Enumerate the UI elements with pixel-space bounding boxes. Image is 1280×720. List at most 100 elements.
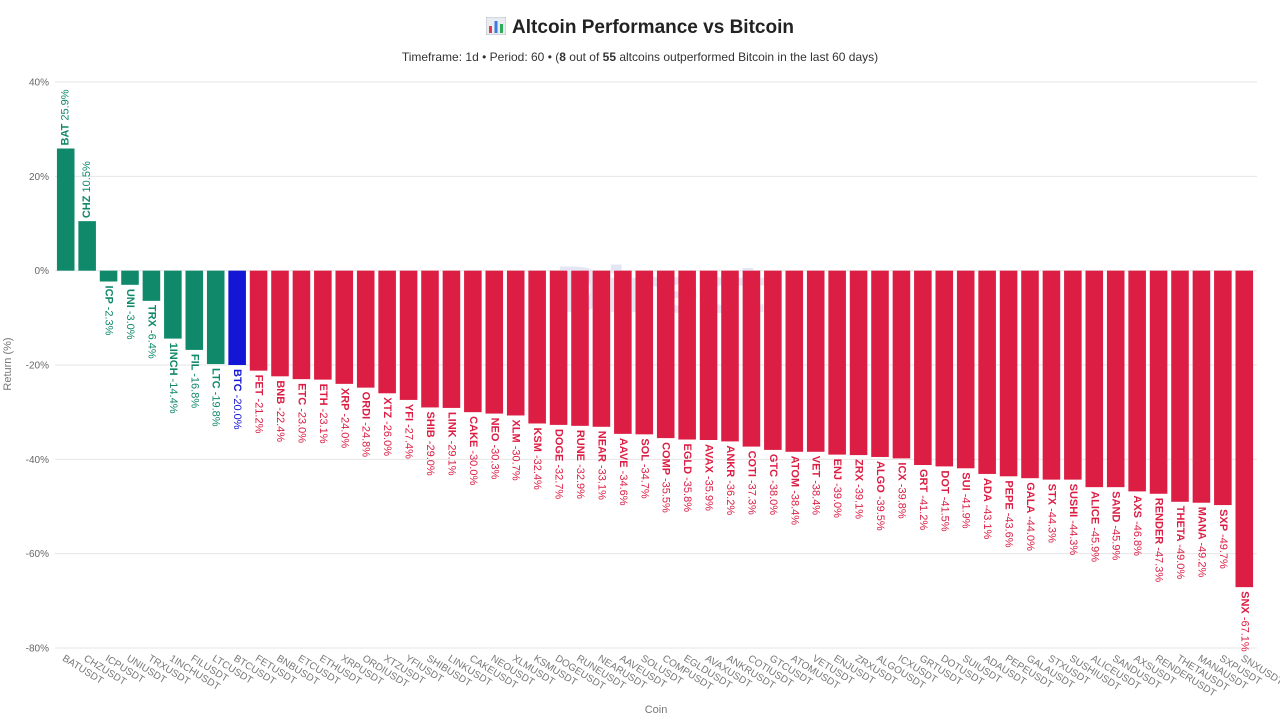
bar-fil	[185, 270, 204, 350]
y-tick-label: 0%	[35, 266, 50, 277]
bar-value-label: FIL -16.8%	[188, 354, 200, 408]
bar-sui	[956, 270, 975, 469]
bar-enj	[828, 270, 846, 455]
bar-value-label: NEAR -33.1%	[595, 431, 607, 500]
y-tick-label: 20%	[29, 172, 49, 183]
bar-aave	[614, 270, 632, 434]
bar-value-label: ENJ -39.0%	[831, 459, 843, 519]
bar-sxp	[1214, 270, 1232, 506]
bar-gala	[1021, 270, 1039, 479]
subtitle-separator-1: •	[482, 50, 487, 64]
subtitle-out-of: out of	[569, 50, 600, 64]
bar-value-label: SAND -45.9%	[1110, 491, 1122, 560]
chart-subtitle: Timeframe: 1d • Period: 60 • (8 out of 5…	[401, 50, 879, 64]
bar-icx	[892, 270, 911, 459]
bar-axs	[1128, 270, 1146, 492]
bar-neo	[485, 270, 504, 414]
subtitle-outperform-count: 8	[559, 50, 566, 64]
bar-value-label: SXP -49.7%	[1217, 509, 1229, 569]
bar-value-label: ICX -39.8%	[895, 462, 907, 518]
bar-value-label: BTC -20.0%	[231, 369, 243, 430]
bar-dot	[935, 270, 954, 467]
bar-value-label: STX -44.3%	[1045, 484, 1057, 544]
bar-value-label: XTZ -26.0%	[381, 397, 393, 456]
bar-sol	[635, 270, 654, 435]
bar-value-label: ADA -43.1%	[981, 478, 993, 540]
bar-value-label: ANKR -36.2%	[724, 445, 736, 515]
bar-ada	[978, 270, 996, 474]
subtitle-tail: altcoins outperformed Bitcoin in the las…	[619, 50, 875, 64]
bar-ltc	[206, 270, 225, 365]
bar-value-label: ALGO -39.5%	[874, 461, 886, 531]
y-tick-label: 40%	[29, 78, 49, 89]
bar-cake	[464, 270, 482, 413]
bar-algo	[871, 270, 889, 457]
bar-1inch	[164, 270, 182, 339]
bar-eth	[314, 270, 332, 380]
bar-sand	[1106, 270, 1125, 488]
bar-coti	[742, 270, 761, 447]
bar-value-label: MANA -49.2%	[1195, 507, 1207, 578]
subtitle-total-count: 55	[602, 50, 616, 64]
bar-icp	[99, 270, 118, 282]
bar-doge	[549, 270, 568, 425]
bar-value-label: SNX -67.1%	[1238, 591, 1250, 652]
bar-stx	[1042, 270, 1061, 480]
bar-value-label: ORDI -24.8%	[360, 392, 372, 458]
bar-value-label: ETH -23.1%	[317, 384, 329, 444]
bar-grt	[914, 270, 932, 465]
bar-value-label: PEPE -43.6%	[1003, 480, 1015, 547]
bar-avax	[699, 270, 718, 440]
bar-snx	[1235, 270, 1254, 588]
bar-value-label: RUNE -32.9%	[574, 430, 586, 499]
bar-value-label: UNI -3.0%	[124, 289, 136, 340]
bar-value-label: ETC -23.0%	[295, 383, 307, 443]
bar-vet	[806, 270, 825, 452]
x-axis-ticks: BATUSDTCHZUSDTICPUSDTUNIUSDTTRXUSDT1INCH…	[60, 653, 1280, 699]
bar-value-label: VET -38.4%	[810, 456, 822, 516]
bar-value-label: AAVE -34.6%	[617, 438, 629, 506]
bar-rune	[571, 270, 589, 426]
bar-xrp	[335, 270, 354, 384]
bar-xtz	[378, 270, 396, 394]
subtitle-timeframe: Timeframe: 1d	[401, 50, 479, 64]
bar-value-label: COTI -37.3%	[745, 451, 757, 515]
bar-value-label: GRT -41.2%	[917, 469, 929, 530]
bar-chart-icon	[486, 17, 507, 35]
subtitle-period: Period: 60	[489, 50, 545, 64]
bar-yfi	[399, 270, 418, 400]
bar-ankr	[721, 270, 739, 442]
bar-value-label: ICP -2.3%	[103, 286, 115, 336]
bar-link	[442, 270, 461, 408]
bar-bat	[56, 148, 75, 271]
bar-value-label: SOL -34.7%	[638, 438, 650, 499]
subtitle-separator-2: •	[547, 50, 552, 64]
bar-value-label: SUI -41.9%	[960, 472, 972, 528]
bar-value-label: EGLD -35.8%	[681, 444, 693, 513]
bar-value-label: ATOM -38.4%	[788, 456, 800, 526]
bar-ksm	[528, 270, 546, 424]
bar-theta	[1171, 270, 1189, 502]
bar-value-label: 1INCH -14.4%	[167, 343, 179, 414]
bar-value-label: RENDER -47.3%	[1153, 498, 1165, 583]
bar-egld	[678, 270, 696, 440]
y-tick-label: -40%	[26, 455, 49, 466]
bar-value-label: SUSHI -44.3%	[1067, 484, 1079, 556]
bar-fet	[249, 270, 268, 371]
bar-value-label: BAT 25.9%	[60, 89, 72, 145]
x-axis-title: Coin	[645, 704, 668, 716]
bar-value-label: FET -21.2%	[253, 375, 265, 434]
bar-comp	[656, 270, 675, 439]
y-axis-title: Return (%)	[2, 337, 14, 390]
bar-alice	[1085, 270, 1104, 488]
bar-value-label: COMP -35.5%	[660, 442, 672, 513]
bar-value-label: LTC -19.8%	[210, 368, 222, 427]
bar-trx	[142, 270, 161, 301]
bar-bnb	[271, 270, 289, 377]
bar-value-label: XLM -30.7%	[510, 419, 522, 480]
bar-uni	[121, 270, 139, 285]
bar-value-label: THETA -49.0%	[1174, 506, 1186, 580]
bar-gtc	[764, 270, 782, 450]
y-tick-label: -80%	[26, 644, 49, 655]
